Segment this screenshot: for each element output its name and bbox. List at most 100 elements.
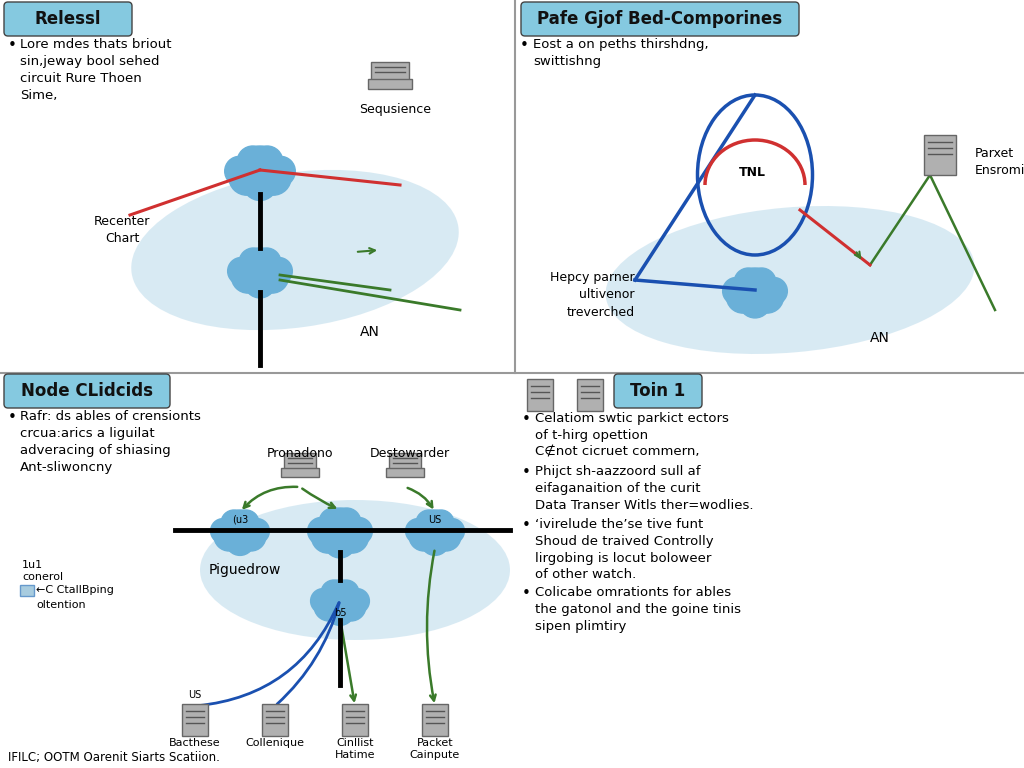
FancyBboxPatch shape [182,704,208,736]
Circle shape [325,526,356,558]
Text: Relessl: Relessl [35,10,101,28]
Circle shape [319,580,360,620]
Circle shape [345,588,370,614]
Text: TNL: TNL [738,165,766,178]
Text: Phijct sh-aazzoord sull af
eifaganaition of the curit
Data Transer Witls ther=wo: Phijct sh-aazzoord sull af eifaganaition… [535,465,754,511]
FancyBboxPatch shape [284,453,316,470]
Text: Pronadono: Pronadono [266,447,333,460]
Circle shape [224,157,255,186]
Circle shape [760,277,787,305]
FancyBboxPatch shape [521,2,799,36]
FancyBboxPatch shape [4,374,170,408]
Text: Piguedrow: Piguedrow [209,563,282,577]
Circle shape [726,280,760,313]
Text: oltention: oltention [36,600,86,610]
Circle shape [336,520,369,553]
Text: Lore mdes thats briout
sin,jeway bool sehed
circuit Rure Thoen
Sime,: Lore mdes thats briout sin,jeway bool se… [20,38,171,102]
Text: Destowarder: Destowarder [370,447,451,460]
FancyBboxPatch shape [527,379,553,411]
Circle shape [409,521,439,551]
Circle shape [233,510,259,536]
Circle shape [238,248,282,292]
FancyBboxPatch shape [262,704,288,736]
FancyBboxPatch shape [371,61,409,81]
FancyBboxPatch shape [19,584,34,595]
Circle shape [238,146,268,177]
Text: •: • [520,38,528,53]
Ellipse shape [605,206,975,354]
Circle shape [221,510,247,536]
Circle shape [255,159,291,195]
Circle shape [225,527,254,555]
Circle shape [239,248,267,276]
Text: •: • [522,465,530,480]
Text: AN: AN [870,331,890,345]
Text: Eost a on peths thirshdng,
swittishng: Eost a on peths thirshdng, swittishng [534,38,709,68]
Text: •: • [522,518,530,533]
Circle shape [751,280,783,313]
Circle shape [265,257,292,285]
Text: Sequsience: Sequsience [359,103,431,116]
Circle shape [314,591,344,621]
FancyBboxPatch shape [614,374,702,408]
Text: Cinllist
Hatime: Cinllist Hatime [335,738,375,760]
Text: Bacthese: Bacthese [169,738,221,748]
Text: ‘ivirelude the’se tive funt
Shoud de traived Controlly
lirgobing is locut bolowe: ‘ivirelude the’se tive funt Shoud de tra… [535,518,714,581]
Text: US: US [188,690,202,700]
Circle shape [311,520,344,553]
Text: Colicabe omrationts for ables
the gatonol and the goine tinis
sipen plimtiry: Colicabe omrationts for ables the gatono… [535,586,741,633]
Text: •: • [8,410,16,425]
Circle shape [723,277,750,305]
Text: •: • [522,412,530,427]
Circle shape [739,286,771,318]
FancyBboxPatch shape [924,135,956,175]
Circle shape [243,166,278,200]
Circle shape [256,260,289,293]
Circle shape [748,268,776,296]
Text: Node CLidcids: Node CLidcids [22,382,153,400]
FancyBboxPatch shape [386,468,424,477]
Circle shape [252,146,283,177]
Circle shape [220,510,260,550]
Text: Collenique: Collenique [246,738,304,748]
FancyBboxPatch shape [389,453,421,470]
Circle shape [345,518,373,545]
Circle shape [211,518,236,544]
Text: Pafe Gjof Bed-Comporines: Pafe Gjof Bed-Comporines [538,10,782,28]
Circle shape [431,521,461,551]
Text: IFILC; OOTM Oarenit Siarts Scatiion.: IFILC; OOTM Oarenit Siarts Scatiion. [8,752,220,764]
Circle shape [252,248,281,276]
Circle shape [214,521,244,551]
Circle shape [439,518,465,544]
Circle shape [310,588,336,614]
Text: 1u1: 1u1 [22,560,43,570]
Circle shape [244,266,275,298]
Text: US: US [428,515,441,525]
FancyBboxPatch shape [422,704,449,736]
Circle shape [428,510,454,536]
Text: Rafr: ds ables of crensionts
crcua:arics a liguilat
adveracing of shiasing
Ant-s: Rafr: ds ables of crensionts crcua:arics… [20,410,201,474]
Text: Toin 1: Toin 1 [631,382,686,400]
Text: conerol: conerol [22,572,63,582]
Circle shape [416,510,442,536]
Text: Hepcy parner
ultivenor
treverched: Hepcy parner ultivenor treverched [550,272,635,319]
Text: AN: AN [360,325,380,339]
Circle shape [236,521,266,551]
FancyBboxPatch shape [368,79,412,88]
Circle shape [231,260,264,293]
Circle shape [415,510,455,550]
Circle shape [326,597,354,625]
Circle shape [319,508,348,537]
Circle shape [421,527,450,555]
Circle shape [318,508,362,552]
Text: •: • [522,586,530,601]
FancyBboxPatch shape [577,379,603,411]
Circle shape [734,268,763,296]
FancyBboxPatch shape [281,468,319,477]
Ellipse shape [131,170,459,330]
Text: Celatiom swtic parkict ectors
of t-hirg opettion
C∉not cicruet commern,: Celatiom swtic parkict ectors of t-hirg … [535,412,729,458]
Text: Packet
Cainpute: Packet Cainpute [410,738,460,760]
Circle shape [236,146,284,194]
FancyBboxPatch shape [342,704,368,736]
Circle shape [227,257,255,285]
